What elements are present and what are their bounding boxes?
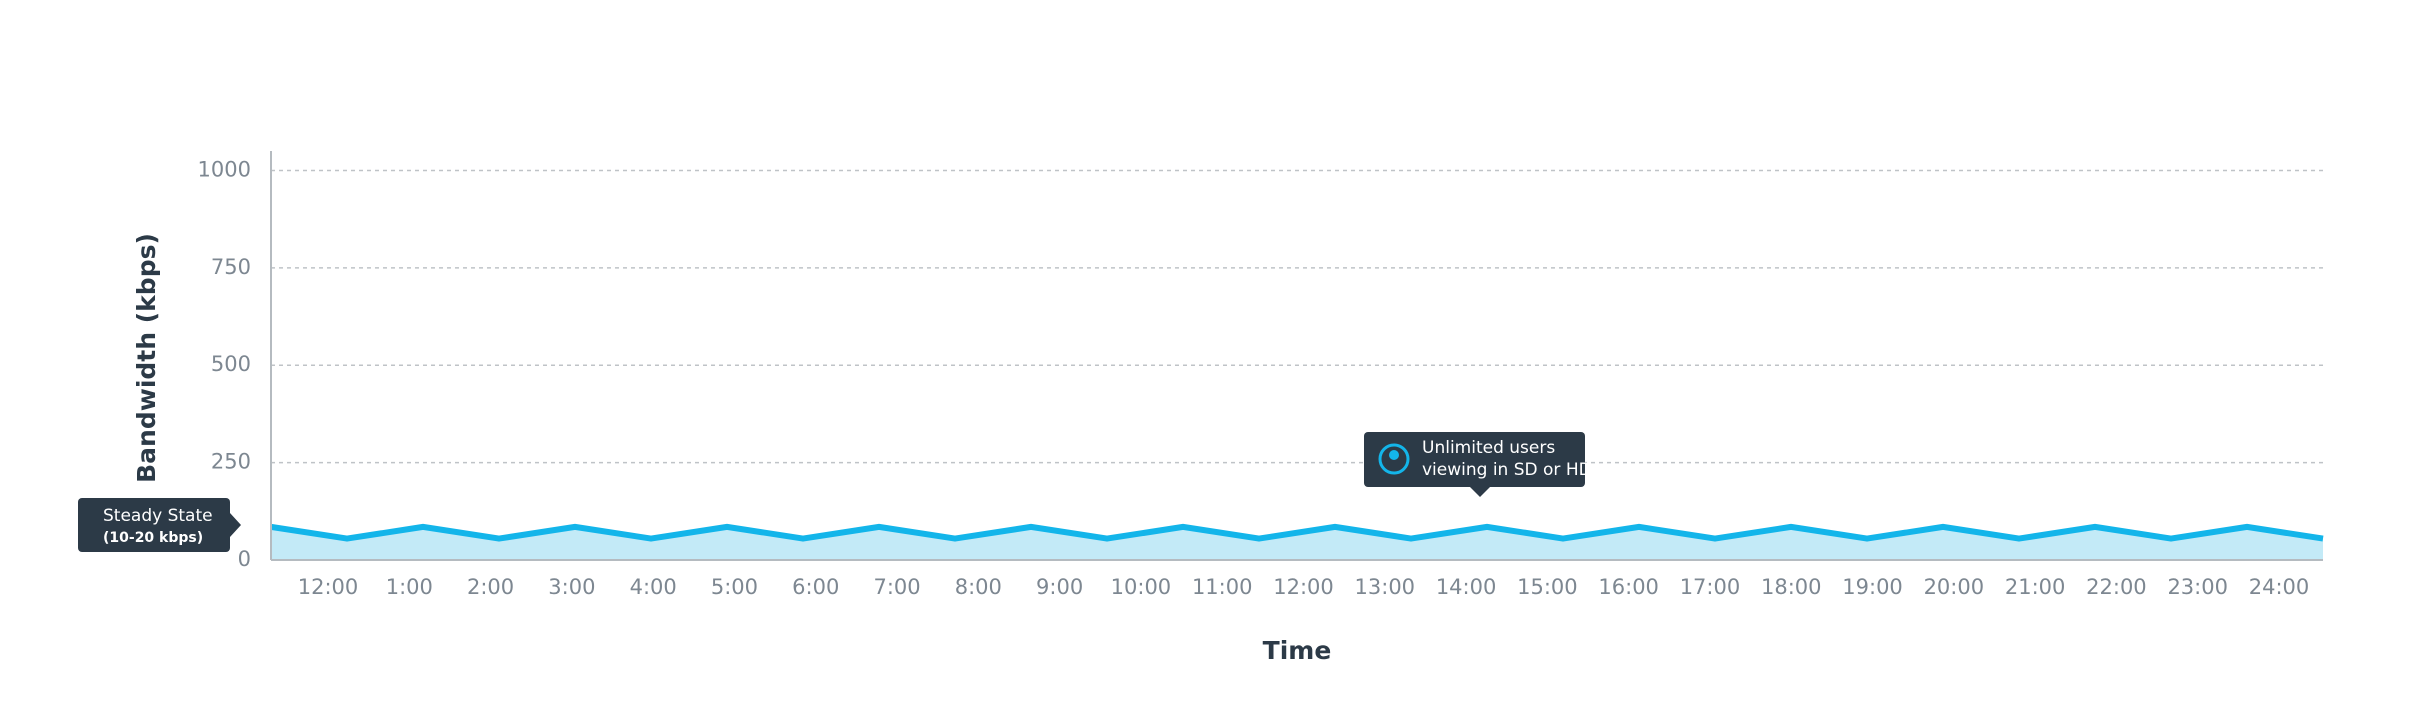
y-tick-label: 1000 [198,157,251,181]
tooltip-line: Unlimited users [1422,438,1555,458]
icon [1378,443,1410,475]
x-tick-label: 5:00 [711,575,758,599]
y-tick-label: 250 [211,450,251,474]
tooltip-arrow [230,513,241,537]
x-tick-label: 15:00 [1517,575,1578,599]
tooltip-box [1364,432,1585,487]
x-tick-label: 19:00 [1842,575,1903,599]
x-tick-label: 18:00 [1761,575,1822,599]
tooltip-subtitle: (10-20 kbps) [103,530,203,546]
x-tick-label: 4:00 [630,575,677,599]
area [271,526,2323,560]
x-tick-label: 7:00 [873,575,920,599]
x-tick-label: 17:00 [1680,575,1741,599]
x-tick-label: 12:00 [298,575,359,599]
x-tick-label: 14:00 [1436,575,1497,599]
y-axis-title: Bandwidth (kbps) [132,233,161,483]
x-tick-label: 13:00 [1355,575,1416,599]
y-tick-label: 500 [211,352,251,376]
x-tick-label: 9:00 [1036,575,1083,599]
users-tooltip: Unlimited users viewing in SD or HD [1364,432,1592,497]
x-tick-label: 20:00 [1924,575,1985,599]
x-tick-label: 3:00 [548,575,595,599]
x-tick-label: 1:00 [386,575,433,599]
x-tick-label: 2:00 [467,575,514,599]
x-axis-title: Time [1263,636,1332,665]
tooltip-box [78,498,230,552]
line [270,523,2324,542]
x-tick-label: 8:00 [955,575,1002,599]
x-tick-label: 23:00 [2167,575,2228,599]
x-tick-label: 10:00 [1111,575,1172,599]
tooltip-arrow [1470,487,1490,497]
x-tick-label: 24:00 [2249,575,2310,599]
tooltip-title: Steady State [103,506,213,526]
steady-state-tooltip: Steady State (10-20 kbps) [78,498,241,552]
x-tick-label: 6:00 [792,575,839,599]
icon [1389,450,1399,460]
x-tick-label: 11:00 [1192,575,1253,599]
y-tick-label: 0 [238,547,251,571]
x-tick-label: 22:00 [2086,575,2147,599]
x-tick-label: 12:00 [1273,575,1334,599]
y-tick-label: 750 [211,255,251,279]
tooltip-line: viewing in SD or HD [1422,460,1592,480]
x-tick-label: 21:00 [2005,575,2066,599]
x-tick-label: 16:00 [1598,575,1659,599]
